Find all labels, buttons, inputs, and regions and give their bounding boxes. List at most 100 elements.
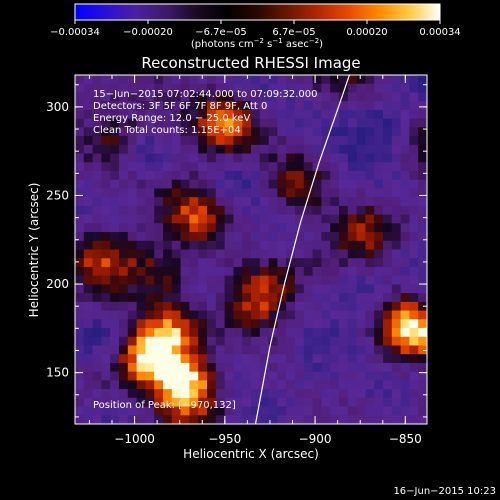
heatmap-pixel [365,240,375,251]
heatmap-pixel [119,415,129,424]
heatmap-pixel [303,179,314,190]
heatmap-pixel [233,310,243,320]
heatmap-pixel [171,92,182,102]
heatmap-pixel [339,214,349,224]
heatmap-pixel [198,301,208,312]
heatmap-pixel [286,153,296,163]
heatmap-pixel [119,310,129,320]
heatmap-pixel [180,328,190,338]
heatmap-pixel [207,310,217,320]
heatmap-pixel [171,205,182,216]
heatmap-pixel [171,258,182,268]
heatmap-pixel [110,301,120,312]
heatmap-pixel [207,127,217,137]
heatmap-pixel [127,380,138,390]
heatmap-pixel [356,197,366,207]
heatmap-pixel [110,345,120,355]
heatmap-pixel [189,397,199,408]
heatmap-pixel [224,371,234,381]
heatmap-pixel [233,232,243,242]
heatmap-pixel [391,258,402,268]
heatmap-pixel [391,293,402,303]
heatmap-pixel [224,197,234,207]
heatmap-pixel [268,153,278,163]
heatmap-pixel [92,179,102,190]
heatmap-pixel [198,249,208,259]
heatmap-pixel [409,397,419,408]
heatmap-pixel [330,214,340,224]
heatmap-pixel [374,170,384,181]
heatmap-pixel [409,336,419,347]
heatmap-pixel [374,345,384,355]
y-axis-label: Heliocentric Y (arcsec) [27,183,41,318]
heatmap-pixel [75,136,85,146]
heatmap-pixel [101,179,111,190]
heatmap-pixel [277,371,287,381]
colorbar-tick-label: −0.00034 [50,27,100,38]
heatmap-pixel [295,389,305,399]
heatmap-pixel [312,109,322,120]
heatmap-pixel [224,144,234,155]
heatmap-pixel [75,232,85,242]
heatmap-pixel [233,345,243,355]
heatmap-pixel [321,188,331,198]
heatmap-pixel [136,310,146,320]
heatmap-pixel [242,371,252,381]
heatmap-pixel [356,162,366,172]
heatmap-pixel [171,336,182,347]
heatmap-pixel [312,197,322,207]
heatmap-pixel [189,101,199,111]
heatmap-pixel [171,354,182,364]
heatmap-pixel [312,127,322,137]
heatmap-pixel [180,380,190,390]
heatmap-pixel [136,144,146,155]
heatmap-pixel [356,328,366,338]
heatmap-pixel [312,345,322,355]
heatmap-pixel [383,310,393,320]
heatmap-pixel [75,362,85,373]
heatmap-pixel [154,397,164,408]
heatmap-pixel [391,232,402,242]
heatmap-pixel [347,371,358,381]
heatmap-pixel [286,354,296,364]
heatmap-pixel [277,232,287,242]
heatmap-pixel [383,354,393,364]
heatmap-pixel [374,179,384,190]
heatmap-pixel [409,354,419,364]
heatmap-pixel [383,197,393,207]
heatmap-pixel [163,136,173,146]
heatmap-pixel [303,310,314,320]
heatmap-pixel [347,118,358,128]
heatmap-pixel [400,258,410,268]
heatmap-pixel [75,162,85,172]
heatmap-pixel [295,109,305,120]
heatmap-pixel [127,362,138,373]
heatmap-pixel [400,214,410,224]
heatmap-pixel [391,380,402,390]
heatmap-pixel [119,136,129,146]
heatmap-pixel [268,136,278,146]
heatmap-pixel [374,249,384,259]
heatmap-pixel [409,406,419,416]
heatmap-pixel [330,92,340,102]
heatmap-pixel [163,197,173,207]
heatmap-pixel [286,232,296,242]
heatmap-pixel [321,415,331,424]
heatmap-pixel [119,258,129,268]
heatmap-pixel [163,345,173,355]
heatmap-pixel [418,336,427,347]
heatmap-pixel [268,336,278,347]
heatmap-pixel [330,258,340,268]
heatmap-pixel [418,415,427,424]
heatmap-pixel [136,188,146,198]
heatmap-pixel [277,153,287,163]
heatmap-pixel [145,310,155,320]
heatmap-pixel [383,345,393,355]
heatmap-pixel [215,336,226,347]
heatmap-pixel [268,188,278,198]
heatmap-pixel [339,92,349,102]
heatmap-pixel [163,240,173,251]
heatmap-pixel [198,345,208,355]
heatmap-pixel [391,188,402,198]
heatmap-pixel [312,258,322,268]
